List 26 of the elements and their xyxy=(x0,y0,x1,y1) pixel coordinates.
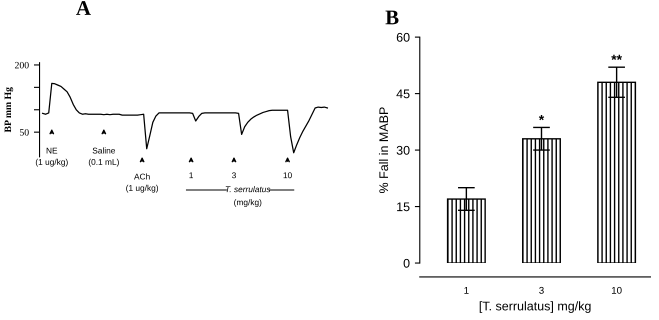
y-tick-label: 15 xyxy=(397,202,410,212)
text: ACh (1 ug/kg) xyxy=(126,173,158,193)
x-tick-label: 3 xyxy=(539,286,544,294)
y-tick-label: 60 xyxy=(396,32,410,42)
chart-title: A xyxy=(76,1,91,15)
x-tick-label: 10 xyxy=(612,286,622,294)
y-axis-title: % Fall in MABP xyxy=(378,107,388,194)
text: T. serrulatus xyxy=(226,186,270,192)
annotation: Saline (0.1 mL) xyxy=(88,147,119,167)
annotation: * xyxy=(538,115,544,120)
text: 3 xyxy=(232,172,236,178)
x-axis-title: [T. serrulatus] mg/kg xyxy=(480,301,591,313)
x-tick-label: 1 xyxy=(464,287,469,294)
annotation: ** xyxy=(611,54,622,60)
text: 1 xyxy=(189,172,194,178)
y-tick-label: 45 xyxy=(396,90,410,98)
chart-title: B xyxy=(386,10,399,24)
y-tick-label: 50 xyxy=(20,129,29,136)
y-tick-label: 30 xyxy=(396,146,410,155)
annotation: NE (1 ug/kg) xyxy=(36,148,68,167)
line-series xyxy=(42,82,328,154)
text: 10 xyxy=(284,172,292,178)
y-axis-title: BP mm Hg xyxy=(4,87,14,132)
text: (mg/kg) xyxy=(234,199,262,207)
y-tick-label: 0 xyxy=(404,258,410,268)
y-tick-label: 200 xyxy=(14,62,29,68)
